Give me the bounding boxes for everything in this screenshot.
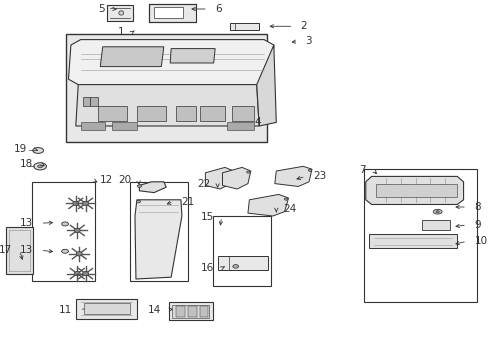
Text: 10: 10	[473, 236, 487, 246]
Ellipse shape	[137, 185, 142, 187]
Ellipse shape	[173, 9, 178, 14]
Text: 17: 17	[0, 245, 12, 255]
Bar	[176, 306, 184, 317]
Ellipse shape	[38, 165, 42, 168]
Polygon shape	[274, 166, 311, 186]
Bar	[83, 97, 90, 106]
Text: 7: 7	[358, 165, 365, 175]
Polygon shape	[365, 176, 463, 204]
Bar	[149, 4, 195, 22]
Ellipse shape	[74, 228, 80, 233]
Text: 3: 3	[305, 36, 312, 46]
Text: 13: 13	[20, 245, 33, 255]
Bar	[188, 306, 197, 317]
Text: 18: 18	[20, 159, 33, 169]
Ellipse shape	[307, 169, 311, 171]
Ellipse shape	[61, 249, 68, 253]
Text: 11: 11	[59, 305, 72, 315]
Ellipse shape	[61, 222, 68, 226]
Bar	[364, 169, 476, 302]
Polygon shape	[247, 194, 288, 216]
Ellipse shape	[34, 163, 46, 170]
Bar	[84, 303, 129, 314]
Polygon shape	[135, 200, 182, 279]
Bar	[154, 7, 183, 18]
Bar	[81, 122, 105, 130]
Bar	[217, 256, 267, 270]
Bar	[76, 299, 137, 319]
Bar	[106, 5, 133, 21]
Text: 4: 4	[254, 117, 261, 127]
Text: 9: 9	[473, 220, 480, 230]
Text: 20: 20	[118, 175, 131, 185]
Text: 16: 16	[201, 263, 214, 273]
Ellipse shape	[119, 11, 123, 15]
Ellipse shape	[136, 200, 141, 203]
Bar	[112, 122, 137, 130]
Text: 23: 23	[312, 171, 325, 181]
Text: 14: 14	[148, 305, 161, 315]
Bar	[129, 182, 188, 281]
Bar	[375, 184, 456, 197]
Text: 1: 1	[118, 27, 124, 37]
Text: 22: 22	[197, 179, 210, 189]
Text: 21: 21	[181, 197, 194, 207]
Bar	[90, 97, 98, 106]
Polygon shape	[68, 40, 273, 85]
Bar	[212, 216, 271, 286]
Ellipse shape	[432, 209, 441, 214]
Ellipse shape	[82, 201, 88, 206]
Bar	[6, 227, 33, 274]
Ellipse shape	[76, 252, 82, 256]
Bar	[200, 106, 224, 121]
Ellipse shape	[229, 171, 232, 173]
Polygon shape	[205, 167, 233, 189]
Bar	[98, 106, 127, 121]
Ellipse shape	[82, 271, 88, 276]
Text: 2: 2	[300, 21, 307, 31]
Bar	[421, 220, 449, 230]
Bar	[66, 34, 266, 142]
Polygon shape	[76, 85, 259, 126]
Ellipse shape	[74, 271, 80, 276]
Ellipse shape	[33, 148, 43, 153]
Polygon shape	[256, 45, 276, 126]
Ellipse shape	[246, 171, 249, 173]
Text: 6: 6	[215, 4, 222, 14]
Ellipse shape	[73, 201, 79, 206]
Bar	[227, 122, 254, 130]
Bar	[368, 234, 456, 248]
Bar	[232, 106, 254, 121]
Bar	[176, 106, 195, 121]
Polygon shape	[222, 167, 250, 189]
Polygon shape	[100, 47, 163, 67]
Polygon shape	[139, 182, 166, 193]
Bar	[168, 302, 212, 320]
Text: 8: 8	[473, 202, 480, 212]
Bar	[172, 305, 209, 318]
Text: 24: 24	[283, 204, 296, 214]
Text: 15: 15	[201, 212, 214, 222]
Text: 19: 19	[14, 144, 27, 154]
Polygon shape	[170, 49, 215, 63]
Text: 12: 12	[100, 175, 113, 185]
Ellipse shape	[232, 265, 238, 268]
Bar	[199, 306, 208, 317]
Ellipse shape	[435, 211, 439, 213]
Text: 13: 13	[20, 218, 33, 228]
Bar	[32, 182, 95, 281]
Text: 5: 5	[98, 4, 105, 14]
Bar	[229, 23, 259, 30]
Ellipse shape	[284, 198, 287, 200]
Bar	[137, 106, 166, 121]
